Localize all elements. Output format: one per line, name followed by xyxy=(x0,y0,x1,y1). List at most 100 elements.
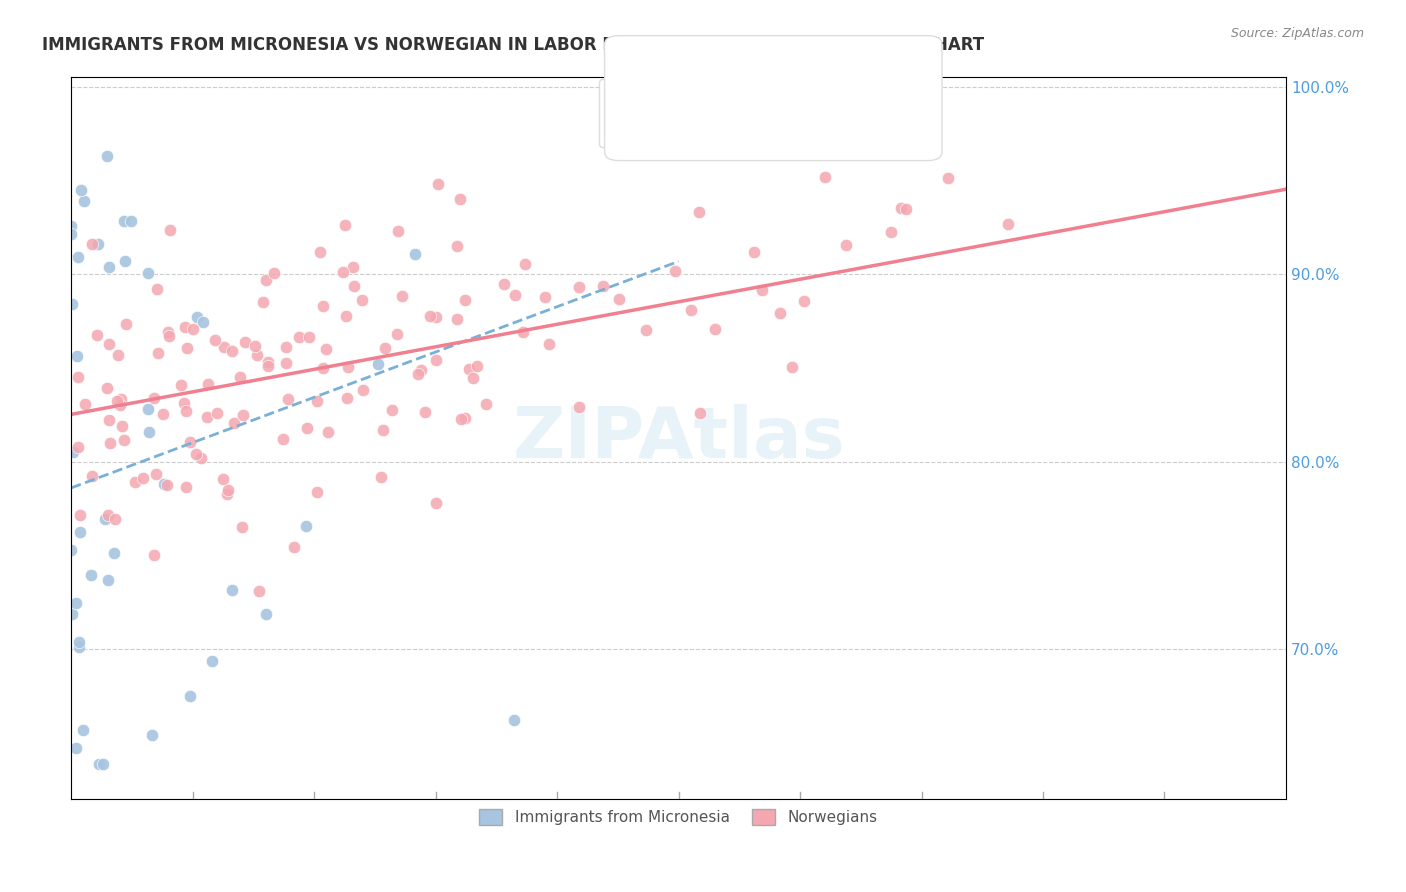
Point xyxy=(174,320,197,334)
Point xyxy=(997,217,1019,231)
Point xyxy=(80,568,103,582)
Point xyxy=(87,756,110,771)
Point xyxy=(186,447,208,461)
Point xyxy=(62,445,84,459)
Point xyxy=(69,182,91,196)
Point xyxy=(87,236,110,251)
Point xyxy=(312,360,335,375)
Point xyxy=(145,467,167,481)
Point xyxy=(664,264,686,278)
Point xyxy=(413,405,436,419)
Point xyxy=(271,432,294,446)
Point xyxy=(159,223,181,237)
Point xyxy=(288,329,311,343)
Point xyxy=(370,469,392,483)
Point xyxy=(245,348,267,362)
Point xyxy=(157,325,180,339)
Point xyxy=(427,177,450,191)
Point xyxy=(221,344,243,359)
Point xyxy=(688,204,710,219)
Point xyxy=(80,468,103,483)
Point xyxy=(411,362,433,376)
Point xyxy=(450,412,472,426)
Point xyxy=(274,340,297,354)
Point xyxy=(120,213,142,227)
Point xyxy=(228,369,250,384)
Point xyxy=(115,318,138,332)
Point xyxy=(404,247,426,261)
Point xyxy=(336,360,359,375)
Point xyxy=(72,723,94,738)
Point xyxy=(503,713,526,727)
Point xyxy=(157,329,180,343)
Text: Source: ZipAtlas.com: Source: ZipAtlas.com xyxy=(1230,27,1364,40)
Point xyxy=(141,729,163,743)
Point xyxy=(425,310,447,324)
Point xyxy=(263,266,285,280)
Point xyxy=(879,225,901,239)
Point xyxy=(97,573,120,587)
Point xyxy=(335,309,357,323)
Point xyxy=(104,512,127,526)
Point xyxy=(114,253,136,268)
Point xyxy=(152,407,174,421)
Point xyxy=(568,400,591,414)
Point xyxy=(132,471,155,485)
Point xyxy=(232,408,254,422)
Point xyxy=(103,546,125,560)
Point xyxy=(257,355,280,369)
Point xyxy=(342,260,364,274)
Point xyxy=(568,280,591,294)
Point xyxy=(689,406,711,420)
Point xyxy=(60,297,83,311)
Point xyxy=(176,341,198,355)
Point xyxy=(367,357,389,371)
Point xyxy=(136,266,159,280)
Point xyxy=(681,302,703,317)
Point xyxy=(475,397,498,411)
Point xyxy=(215,487,238,501)
Point xyxy=(170,378,193,392)
Text: ZIPAtlas: ZIPAtlas xyxy=(512,404,845,473)
Point xyxy=(205,406,228,420)
Point xyxy=(406,367,429,381)
Point xyxy=(190,450,212,465)
Point xyxy=(69,508,91,523)
Point xyxy=(446,239,468,253)
Point xyxy=(373,424,395,438)
Point xyxy=(174,404,197,418)
Point xyxy=(69,640,91,654)
Point xyxy=(212,340,235,354)
Point xyxy=(91,757,114,772)
Point xyxy=(312,300,335,314)
Point xyxy=(174,480,197,494)
Point xyxy=(96,381,118,395)
Point xyxy=(69,524,91,539)
Point xyxy=(138,425,160,440)
Legend: Immigrants from Micronesia, Norwegians: Immigrants from Micronesia, Norwegians xyxy=(470,800,887,835)
Point xyxy=(374,341,396,355)
Point xyxy=(936,170,959,185)
Point xyxy=(97,508,120,523)
Point xyxy=(111,419,134,434)
Point xyxy=(249,583,271,598)
Point xyxy=(193,315,215,329)
Point xyxy=(446,312,468,326)
Point xyxy=(780,360,803,375)
Point xyxy=(67,440,90,454)
Point xyxy=(217,483,239,497)
Point xyxy=(221,583,243,598)
Point xyxy=(224,416,246,430)
Point xyxy=(742,244,765,259)
Point xyxy=(387,224,409,238)
Point xyxy=(97,336,120,351)
Point xyxy=(894,202,917,217)
Point xyxy=(308,245,330,260)
Point xyxy=(592,279,614,293)
Point xyxy=(352,293,374,307)
Point xyxy=(254,273,277,287)
Point xyxy=(305,394,328,409)
Point xyxy=(75,397,97,411)
Point xyxy=(458,362,481,376)
Point xyxy=(233,335,256,350)
